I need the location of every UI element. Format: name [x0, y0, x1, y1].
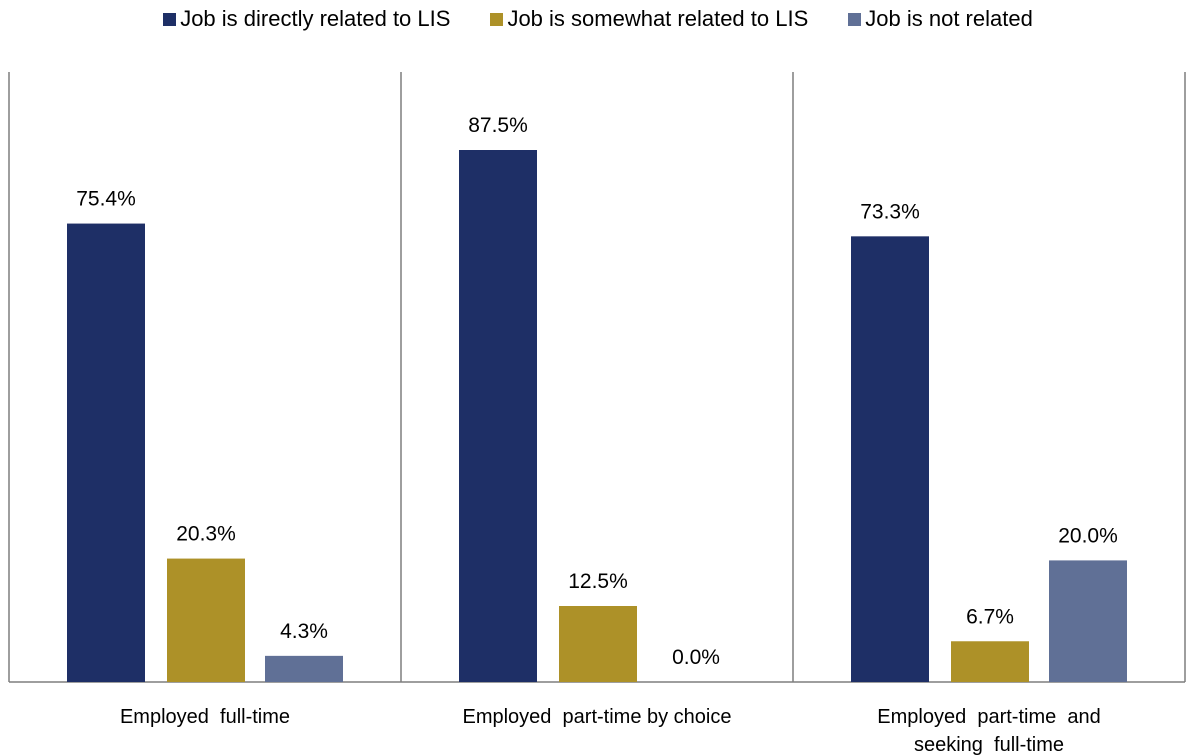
legend-label-not: Job is not related — [865, 6, 1033, 31]
bar-directly — [851, 236, 929, 682]
data-label: 20.3% — [176, 523, 236, 546]
bar-somewhat — [559, 606, 637, 682]
bar-directly — [459, 150, 537, 682]
bar-not — [265, 655, 343, 682]
bar-directly — [67, 223, 145, 682]
legend-item-somewhat: Job is somewhat related to LIS — [490, 6, 808, 32]
data-label: 6.7% — [966, 605, 1014, 628]
bar-not — [1049, 560, 1127, 682]
legend-item-not: Job is not related — [848, 6, 1033, 32]
data-label: 0.0% — [672, 646, 720, 669]
bar-somewhat — [167, 558, 245, 682]
data-label: 75.4% — [76, 188, 136, 211]
data-label: 20.0% — [1058, 524, 1118, 547]
legend-item-directly: Job is directly related to LIS — [163, 6, 450, 32]
data-label: 4.3% — [280, 620, 328, 643]
legend-swatch-somewhat — [490, 12, 504, 26]
data-label: 87.5% — [468, 114, 528, 137]
data-label: 73.3% — [860, 200, 920, 223]
category-label: Employed full-time — [120, 706, 290, 728]
legend-swatch-not — [848, 12, 862, 26]
category-label: Employed part-time and — [877, 706, 1100, 728]
legend-label-directly: Job is directly related to LIS — [180, 6, 451, 31]
data-label: 12.5% — [568, 570, 628, 593]
bar-somewhat — [951, 641, 1029, 682]
category-label: Employed part-time by choice — [462, 706, 731, 728]
legend: Job is directly related to LIS Job is so… — [0, 6, 1196, 32]
category-label: seeking full-time — [914, 734, 1064, 756]
legend-swatch-directly — [163, 12, 177, 26]
legend-label-somewhat: Job is somewhat related to LIS — [507, 6, 809, 31]
